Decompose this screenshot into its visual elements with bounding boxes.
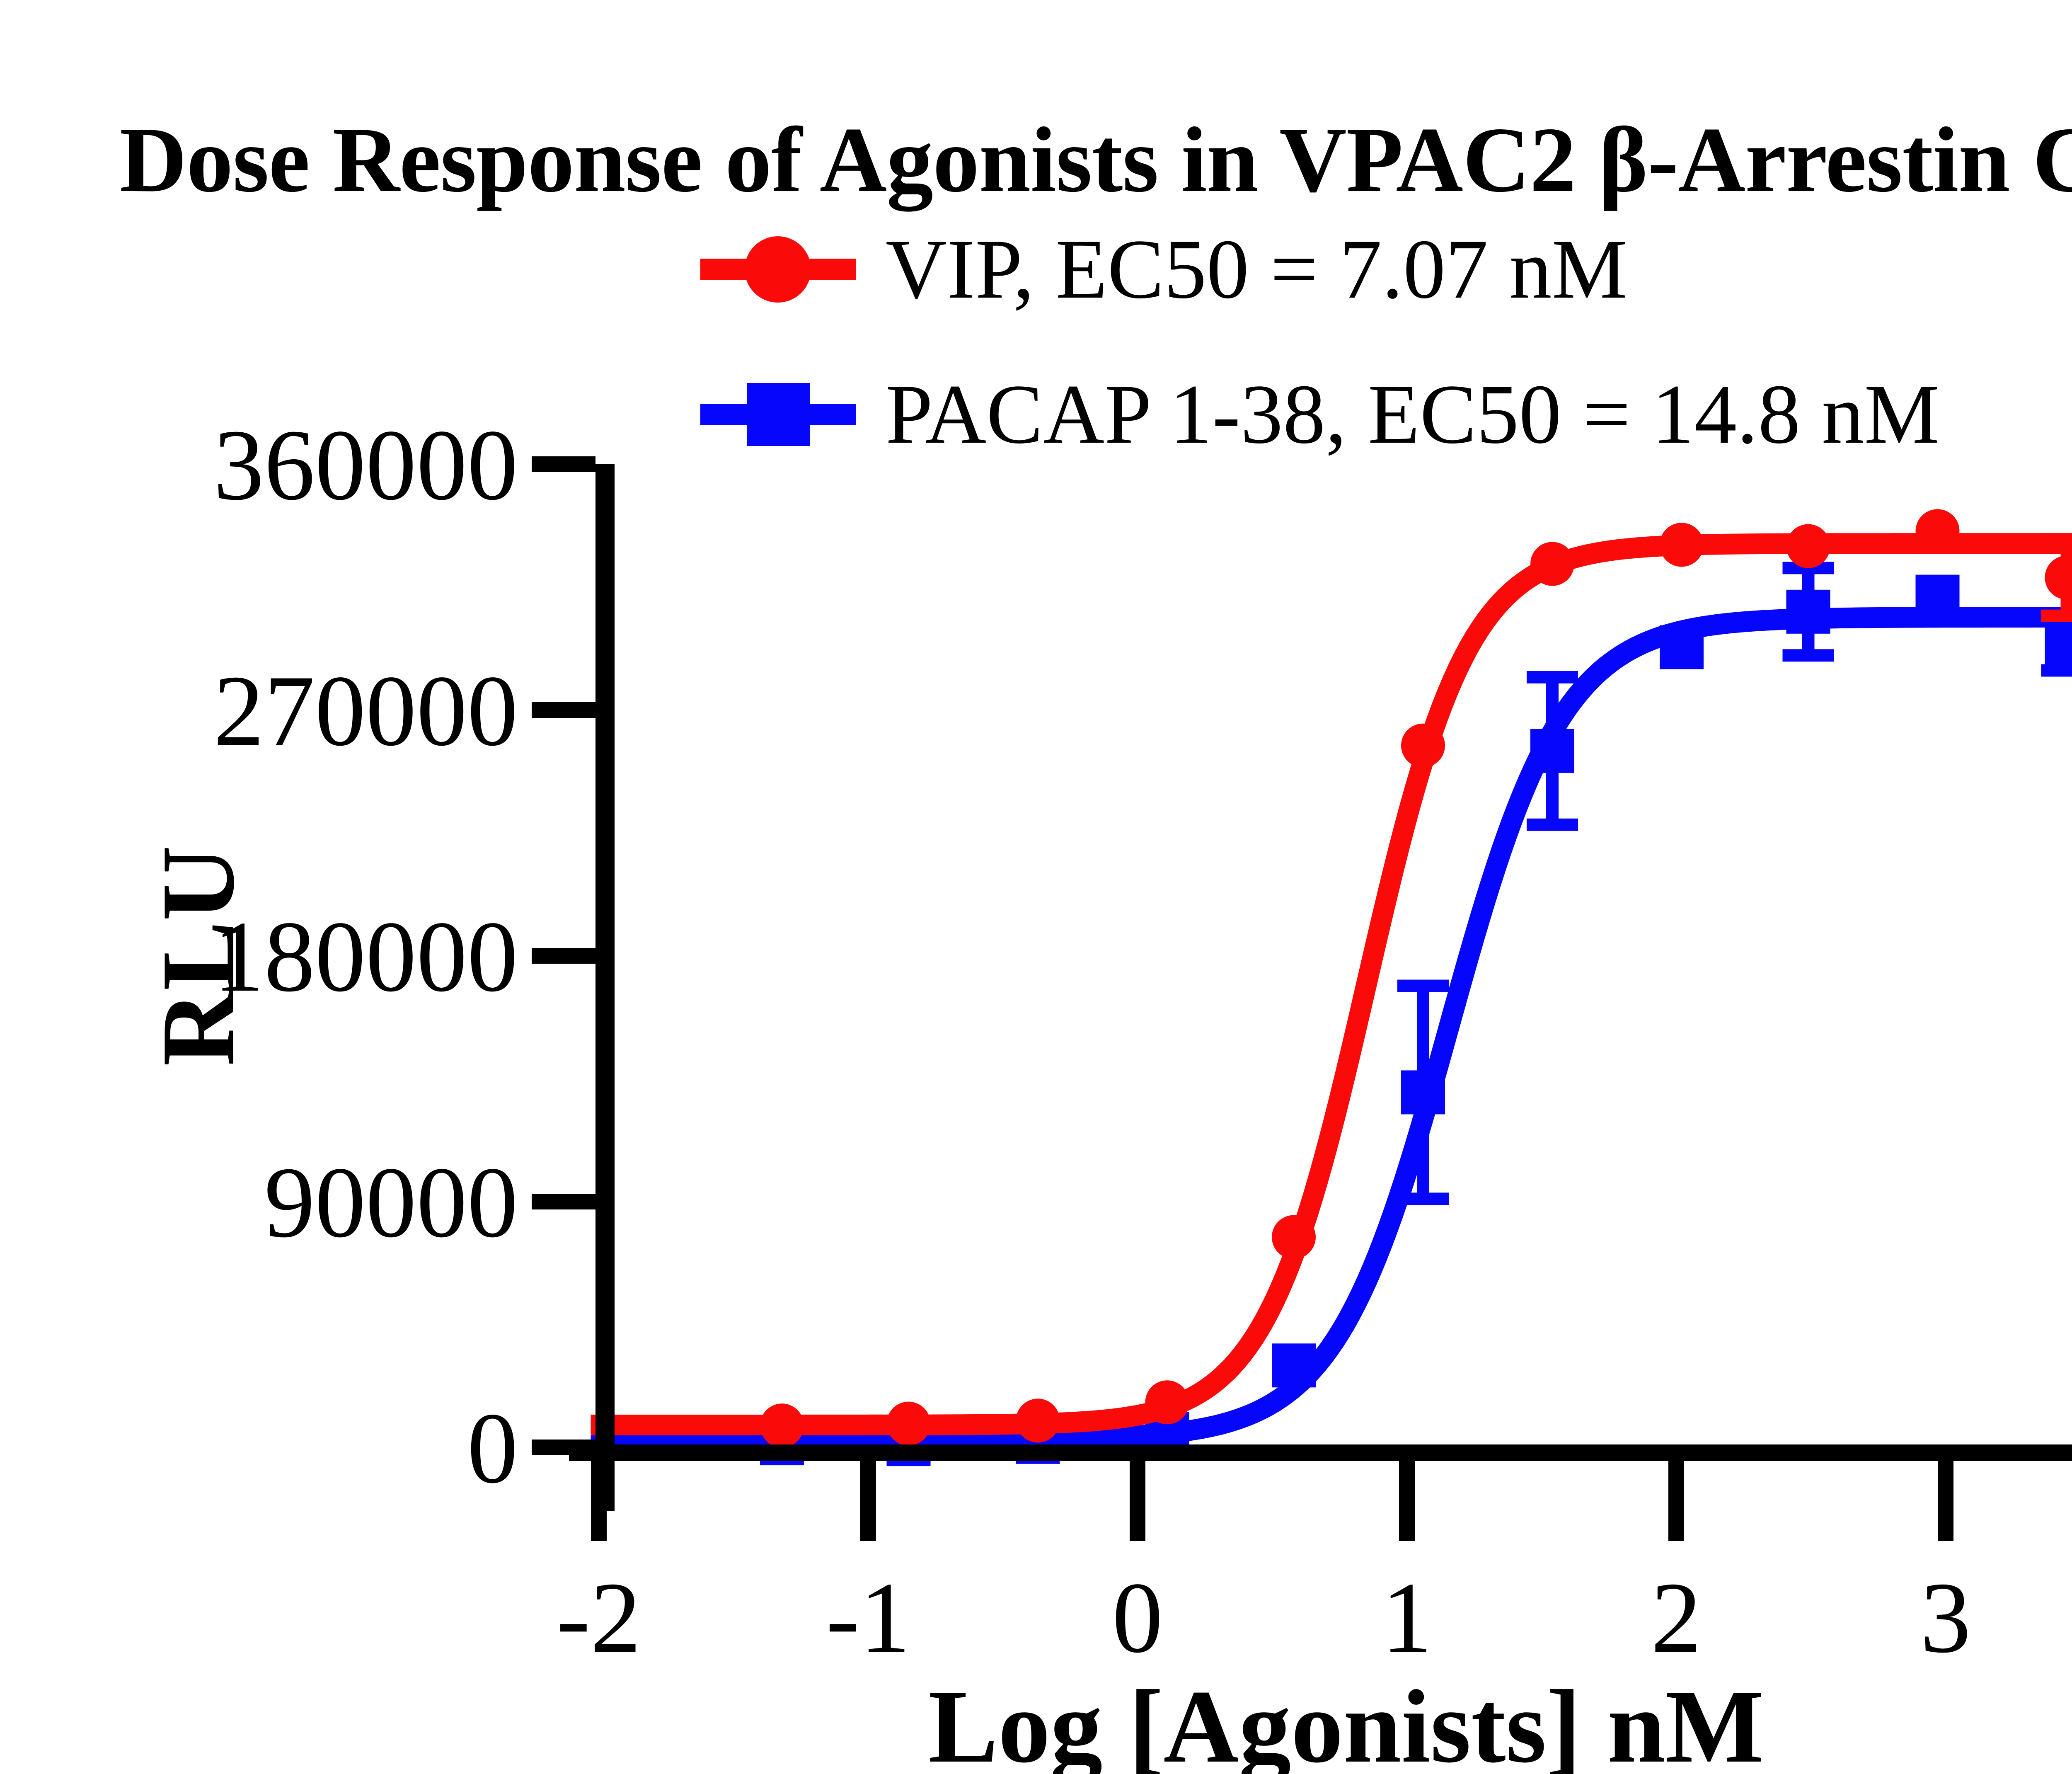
x-tick-label: -1 (826, 1561, 910, 1674)
series-vip-point (1660, 523, 1704, 567)
y-tick-label: 0 (467, 1392, 518, 1504)
series-pacap-point (2045, 622, 2072, 666)
series-vip-point (886, 1401, 931, 1446)
series-pacap-point (1786, 589, 1830, 634)
pacap-legend-marker-icon (700, 361, 856, 468)
series-vip-point (1915, 509, 1960, 553)
y-tick-label: 180000 (213, 900, 518, 1013)
series-vip-point (2045, 555, 2072, 600)
series-vip (586, 509, 2072, 1448)
series-pacap-point (1530, 729, 1574, 773)
vip-legend-marker-icon (700, 216, 856, 323)
x-tick-label: 3 (1920, 1561, 1971, 1674)
y-tick-label: 270000 (213, 654, 518, 767)
y-tick-label: 360000 (213, 409, 518, 521)
series-vip-point (760, 1403, 804, 1448)
x-tick-label: 0 (1112, 1561, 1163, 1674)
legend-item-vip: VIP, EC50 = 7.07 nM (700, 216, 1627, 323)
y-tick-label: 90000 (264, 1146, 518, 1258)
x-tick-label: 2 (1651, 1561, 1702, 1674)
series-vip-point (1272, 1215, 1316, 1259)
chart-title: Dose Response of Agonists in VPAC2 β-Arr… (119, 108, 2072, 211)
series-pacap (586, 562, 2072, 1466)
legend-label-vip: VIP, EC50 = 7.07 nM (886, 222, 1627, 316)
series-vip-point (1145, 1380, 1189, 1425)
series-vip-point (1401, 723, 1445, 768)
x-axis-title: Log [Agonists] nM (928, 1668, 1764, 1774)
pacap-legend-square-icon (747, 383, 810, 446)
x-tick-label: 1 (1382, 1561, 1433, 1674)
series-vip-point (1530, 542, 1574, 586)
legend-label-pacap: PACAP 1-38, EC50 = 14.8 nM (886, 367, 1940, 461)
series-vip-point (1016, 1398, 1060, 1443)
legend-item-pacap: PACAP 1-38, EC50 = 14.8 nM (700, 361, 1940, 468)
vip-legend-circle-icon (745, 236, 811, 303)
x-tick-label: -2 (557, 1561, 641, 1674)
series-pacap-point (1915, 574, 1960, 619)
series-vip-fit-curve (586, 533, 2072, 1435)
series-pacap-fit-curve (586, 607, 2072, 1450)
axes: 0 90000 180000 270000 360000 -2 -1 0 1 2 3 (213, 409, 2072, 1674)
series-pacap-point (1272, 1343, 1316, 1388)
series-pacap-point (1401, 1070, 1445, 1115)
series-pacap-point (1660, 625, 1704, 669)
series-vip-point (1786, 524, 1830, 568)
